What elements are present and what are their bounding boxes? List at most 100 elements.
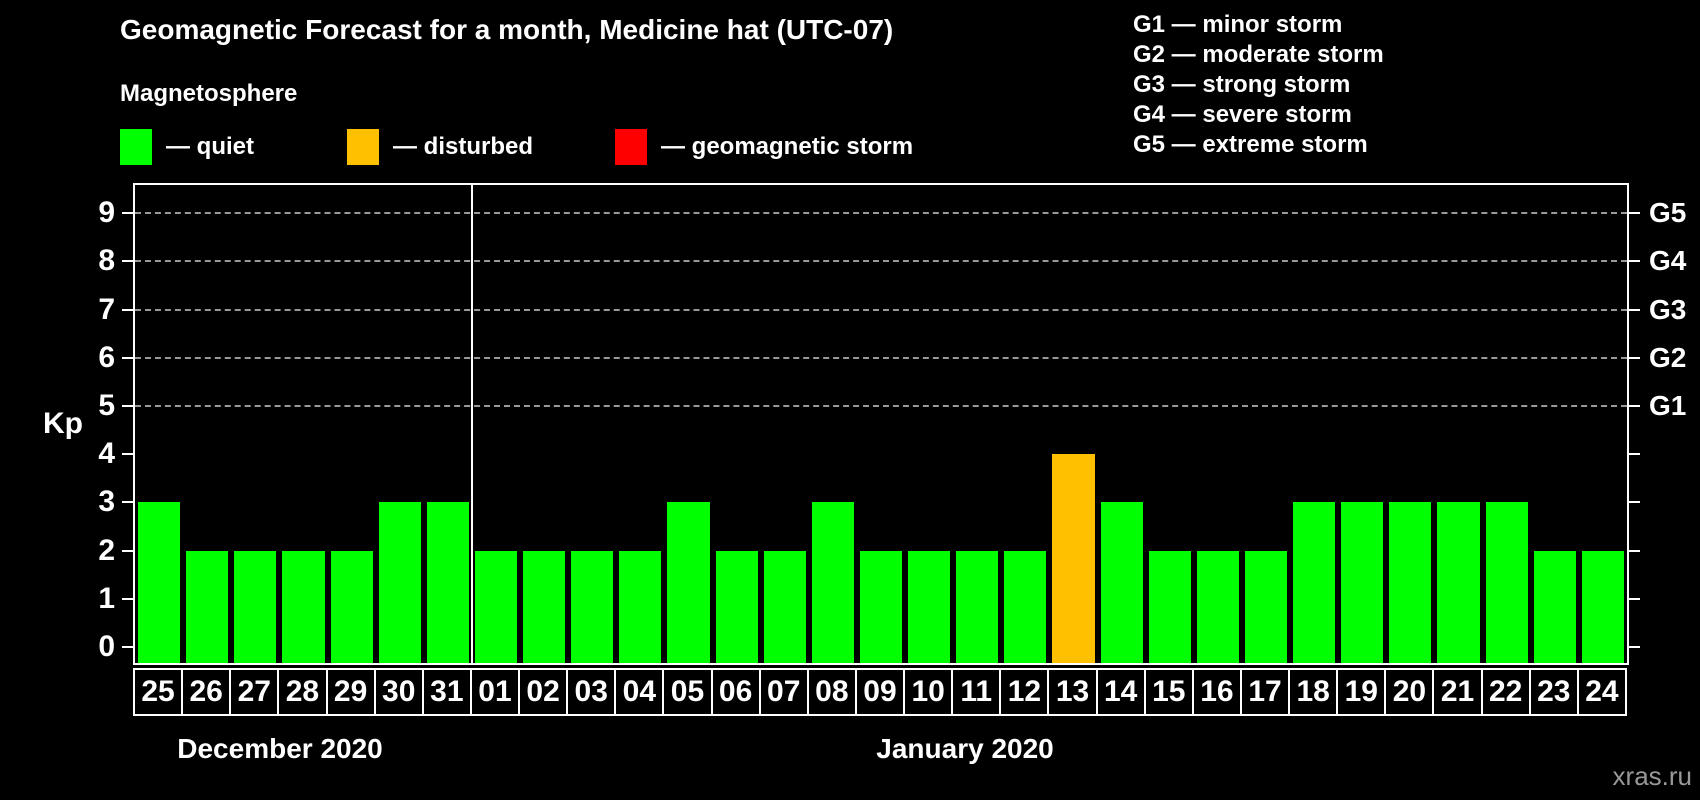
y-tick-right-6 bbox=[1629, 356, 1640, 359]
day-label-cell-24: 24 bbox=[1576, 668, 1627, 716]
kp-bar-25 bbox=[138, 502, 181, 663]
month-separator bbox=[470, 185, 473, 663]
y-tick-label-2: 2 bbox=[98, 533, 115, 567]
gridline-kp6 bbox=[135, 356, 1627, 359]
day-label-cell-12: 12 bbox=[999, 668, 1050, 716]
legend-item-storm: — geomagnetic storm bbox=[615, 128, 913, 166]
kp-bar-14 bbox=[1100, 502, 1143, 663]
day-label-cell-14: 14 bbox=[1095, 668, 1146, 716]
watermark: xras.ru bbox=[1612, 761, 1692, 791]
day-label-cell-28: 28 bbox=[277, 668, 328, 716]
y-tick-left-0 bbox=[122, 646, 133, 648]
legend-item-quiet: — quiet bbox=[120, 128, 254, 166]
y-tick-left-2 bbox=[122, 549, 133, 552]
kp-bar-18 bbox=[1293, 502, 1336, 663]
kp-bar-30 bbox=[378, 502, 421, 663]
y-tick-label-4: 4 bbox=[98, 437, 115, 471]
kp-bar-02 bbox=[523, 550, 566, 663]
kp-bar-31 bbox=[426, 502, 469, 663]
day-label-cell-03: 03 bbox=[566, 668, 617, 716]
day-label-cell-23: 23 bbox=[1528, 668, 1579, 716]
y-tick-right-4 bbox=[1629, 453, 1640, 456]
day-label-cell-05: 05 bbox=[662, 668, 713, 716]
day-label-cell-30: 30 bbox=[373, 668, 424, 716]
kp-bar-19 bbox=[1341, 502, 1384, 663]
y-tick-right-5 bbox=[1629, 405, 1640, 407]
kp-bar-09 bbox=[859, 550, 903, 663]
y-tick-left-9 bbox=[122, 212, 133, 215]
y-tick-left-1 bbox=[122, 597, 133, 600]
y-tick-label-7: 7 bbox=[98, 292, 115, 326]
kp-bar-22 bbox=[1485, 502, 1528, 663]
y-tick-right-9 bbox=[1629, 212, 1640, 215]
day-label-cell-31: 31 bbox=[421, 668, 472, 716]
storm-scale-legend: G1 — minor storm G2 — moderate storm G3 — … bbox=[1133, 10, 1384, 160]
day-label-cell-22: 22 bbox=[1480, 668, 1531, 716]
kp-bar-13 bbox=[1052, 454, 1095, 663]
y-tick-left-7 bbox=[122, 308, 133, 311]
y-tick-right-3 bbox=[1629, 501, 1640, 504]
day-label-cell-08: 08 bbox=[806, 668, 857, 716]
gridline-kp5 bbox=[135, 405, 1627, 407]
kp-bar-29 bbox=[330, 550, 373, 663]
day-label-cell-21: 21 bbox=[1432, 668, 1483, 716]
gridline-kp8 bbox=[135, 260, 1627, 263]
g-axis-label-G3: G3 bbox=[1649, 293, 1687, 325]
day-label-cell-02: 02 bbox=[518, 668, 569, 716]
y-tick-label-1: 1 bbox=[98, 581, 115, 615]
y-tick-left-5 bbox=[122, 405, 133, 407]
day-label-cell-07: 07 bbox=[758, 668, 809, 716]
g-axis-label-G5: G5 bbox=[1649, 197, 1687, 229]
legend-label-storm: — geomagnetic storm bbox=[661, 133, 914, 160]
day-label-cell-19: 19 bbox=[1336, 668, 1387, 716]
kp-bar-21 bbox=[1437, 502, 1480, 663]
kp-bar-08 bbox=[811, 502, 854, 663]
day-label-cell-15: 15 bbox=[1143, 668, 1194, 716]
y-tick-right-7 bbox=[1629, 308, 1640, 311]
day-label-cell-06: 06 bbox=[710, 668, 761, 716]
y-tick-label-9: 9 bbox=[98, 196, 115, 230]
legend-swatch-quiet bbox=[120, 129, 152, 165]
kp-bar-03 bbox=[571, 550, 614, 663]
g-axis-label-G4: G4 bbox=[1649, 245, 1687, 277]
day-label-cell-25: 25 bbox=[133, 668, 184, 716]
kp-bar-04 bbox=[619, 550, 662, 663]
day-label-cell-13: 13 bbox=[1047, 668, 1098, 716]
y-axis-title: Kp bbox=[43, 407, 83, 440]
day-label-cell-18: 18 bbox=[1288, 668, 1339, 716]
magnetosphere-legend-heading: Magnetosphere bbox=[120, 80, 298, 107]
kp-bar-28 bbox=[282, 550, 325, 663]
y-tick-left-8 bbox=[122, 260, 133, 263]
day-label-cell-20: 20 bbox=[1384, 668, 1435, 716]
y-tick-left-4 bbox=[122, 453, 133, 456]
month-label-december: December 2020 bbox=[177, 733, 383, 764]
month-label-january: January 2020 bbox=[876, 733, 1054, 764]
y-tick-label-6: 6 bbox=[98, 340, 115, 374]
y-tick-right-0 bbox=[1629, 646, 1640, 648]
kp-bar-27 bbox=[234, 550, 277, 663]
day-label-cell-10: 10 bbox=[903, 668, 954, 716]
kp-bar-23 bbox=[1533, 550, 1576, 663]
kp-bar-16 bbox=[1196, 550, 1239, 663]
kp-bar-15 bbox=[1148, 550, 1191, 663]
storm-scale-item-5: G5 — extreme storm bbox=[1133, 131, 1368, 158]
kp-bar-17 bbox=[1244, 550, 1288, 663]
kp-bar-24 bbox=[1581, 550, 1624, 663]
y-tick-label-3: 3 bbox=[98, 485, 115, 519]
y-tick-left-3 bbox=[122, 501, 133, 504]
day-label-cell-26: 26 bbox=[181, 668, 232, 716]
kp-bar-06 bbox=[715, 550, 758, 663]
kp-bar-20 bbox=[1389, 502, 1432, 663]
day-label-cell-27: 27 bbox=[229, 668, 280, 716]
page-title: Geomagnetic Forecast for a month, Medici… bbox=[120, 14, 894, 45]
y-tick-left-6 bbox=[122, 356, 133, 359]
day-label-cell-11: 11 bbox=[951, 668, 1002, 716]
kp-bar-chart-plot: Kp 0 1 2 3 4 5 6 7 8 9 G1 G2 G3 G4 G5 bbox=[43, 183, 1686, 665]
kp-bar-12 bbox=[1004, 550, 1047, 663]
gridline-kp9 bbox=[135, 212, 1627, 215]
kp-bar-11 bbox=[956, 550, 999, 663]
day-label-cell-01: 01 bbox=[469, 668, 521, 716]
g-axis-label-G2: G2 bbox=[1649, 341, 1687, 373]
storm-scale-item-3: G3 — strong storm bbox=[1133, 71, 1351, 98]
y-tick-right-2 bbox=[1629, 549, 1640, 552]
